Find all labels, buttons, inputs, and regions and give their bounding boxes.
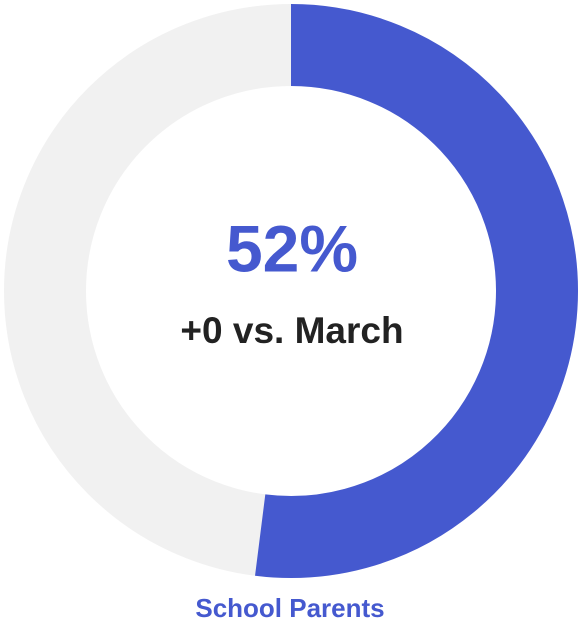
gauge-label: School Parents <box>195 593 384 623</box>
gauge-arc <box>255 4 578 578</box>
center-subtitle: +0 vs. March <box>180 310 403 351</box>
center-value: 52% <box>226 211 358 285</box>
